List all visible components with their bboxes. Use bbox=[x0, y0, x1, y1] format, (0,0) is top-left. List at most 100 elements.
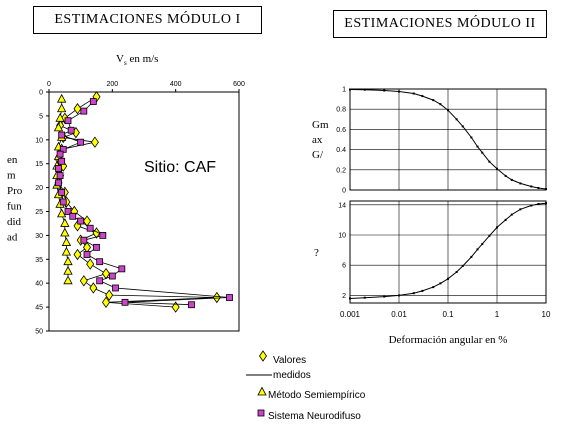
damping-data-point bbox=[504, 218, 507, 221]
vs-data-point bbox=[57, 208, 67, 218]
damping-data-point bbox=[519, 208, 522, 211]
damping-y-tick-label: 6 bbox=[342, 263, 346, 270]
vs-data-point bbox=[80, 236, 88, 244]
damping-data-point bbox=[349, 297, 351, 300]
vs-data-point bbox=[79, 275, 88, 287]
vs-y-axis-label: did bbox=[7, 216, 22, 228]
vs-data-point bbox=[80, 107, 88, 115]
vs-data-point bbox=[57, 93, 67, 103]
damping-data-point bbox=[488, 234, 491, 237]
gmax-data-point bbox=[476, 145, 479, 148]
vs-data-point bbox=[56, 150, 64, 158]
vs-data-point bbox=[59, 198, 67, 206]
gmax-curve bbox=[349, 89, 547, 190]
gmax-y-tick-label: 0.4 bbox=[336, 147, 346, 154]
damping-data-point bbox=[461, 264, 464, 267]
vs-data-point bbox=[60, 227, 70, 237]
legend-label-semiempirico: Método Semiempírico bbox=[268, 390, 366, 401]
legend-marker-neurodifuso bbox=[257, 409, 265, 417]
gmax-y-tick-label: 0 bbox=[342, 188, 346, 195]
vs-y-tick-label: 5 bbox=[39, 113, 43, 120]
damping-data-point bbox=[432, 286, 435, 289]
vs-data-point bbox=[61, 237, 72, 246]
damping-data-point bbox=[383, 295, 386, 298]
gmax-data-point bbox=[545, 187, 547, 190]
gmax-data-point bbox=[363, 88, 366, 91]
vs-data-point bbox=[57, 103, 67, 113]
gmax-y-tick-label: 0.2 bbox=[336, 167, 346, 174]
gmax-data-point bbox=[447, 109, 449, 112]
gmax-data-point bbox=[481, 151, 484, 154]
vs-y-tick-label: 50 bbox=[35, 329, 43, 336]
damping-data-point bbox=[439, 282, 442, 285]
vs-data-point bbox=[67, 126, 75, 134]
vs-y-tick-label: 30 bbox=[35, 233, 43, 240]
gmax-data-point bbox=[488, 160, 491, 163]
damping-x-tick-label: 0.01 bbox=[391, 310, 407, 319]
gmax-data-point bbox=[537, 186, 540, 189]
vs-data-point bbox=[64, 208, 72, 215]
vs-y-tick-label: 35 bbox=[35, 257, 43, 264]
vs-y-tick-label: 15 bbox=[35, 161, 43, 168]
gmax-data-point bbox=[519, 182, 522, 185]
damping-data-point bbox=[510, 213, 513, 216]
damping-data-point bbox=[412, 292, 415, 295]
gmax-data-point bbox=[398, 90, 400, 93]
damping-data-point bbox=[481, 243, 484, 246]
vs-data-point bbox=[58, 188, 66, 196]
gmax-data-point bbox=[412, 92, 415, 95]
vs-data-point bbox=[69, 212, 77, 220]
vs-data-point bbox=[118, 265, 126, 273]
vs-data-point bbox=[61, 246, 72, 256]
gmax-data-point bbox=[432, 99, 435, 102]
damping-data-point bbox=[363, 296, 366, 299]
gmax-data-point bbox=[439, 103, 442, 106]
gmax-y-tick-label: 0.8 bbox=[336, 107, 346, 114]
vs-data-point bbox=[73, 103, 82, 115]
vs-data-point bbox=[73, 248, 82, 261]
vs-y-tick-label: 40 bbox=[35, 281, 43, 288]
vs-y-axis-label: Pro bbox=[7, 185, 23, 197]
vs-y-tick-label: 0 bbox=[39, 90, 43, 97]
damping-y-tick-label: 10 bbox=[338, 233, 346, 240]
vs-site-annotation: Sitio: CAF bbox=[144, 159, 216, 176]
gmax-data-point bbox=[421, 95, 424, 98]
vs-data-point bbox=[86, 224, 94, 232]
vs-y-axis-label: m bbox=[7, 170, 16, 182]
damping-x-tick-label: 10 bbox=[542, 310, 551, 319]
vs-data-point bbox=[188, 301, 195, 309]
damping-data-point bbox=[455, 271, 458, 274]
vs-data-point bbox=[102, 296, 110, 309]
vs-axis-title: Vs en m/s bbox=[116, 53, 158, 67]
legend-marker-semiempirico bbox=[257, 386, 267, 396]
damping-data-point bbox=[530, 204, 533, 207]
legend-label-valores-line1: Valores bbox=[273, 355, 307, 366]
vs-y-axis-label: fun bbox=[7, 201, 22, 213]
gmax-data-point bbox=[510, 178, 513, 181]
vs-data-point bbox=[105, 289, 114, 301]
vs-data-point bbox=[96, 258, 104, 266]
vs-data-point bbox=[112, 284, 119, 292]
vs-data-point bbox=[77, 217, 85, 225]
vs-data-point bbox=[63, 265, 73, 275]
gmax-y-tick-label: 1 bbox=[342, 87, 346, 94]
vs-data-point bbox=[63, 275, 73, 285]
vs-data-point bbox=[108, 272, 116, 280]
damping-data-point bbox=[421, 289, 424, 292]
damping-x-tick-label: 0.1 bbox=[442, 310, 454, 319]
vs-y-tick-label: 10 bbox=[35, 137, 43, 144]
vs-y-tick-label: 20 bbox=[35, 185, 43, 192]
vs-x-tick-label: 400 bbox=[170, 81, 182, 88]
gmax-data-point bbox=[349, 88, 351, 91]
vs-data-point bbox=[90, 136, 99, 148]
gmax-data-point bbox=[383, 89, 386, 92]
vs-x-tick-label: 600 bbox=[233, 81, 245, 88]
gmax-data-point bbox=[496, 167, 498, 170]
damping-x-tick-label: 1 bbox=[495, 310, 500, 319]
vs-data-point bbox=[89, 282, 98, 294]
gmax-data-point bbox=[504, 174, 507, 177]
gmax-data-point bbox=[530, 185, 533, 188]
vs-y-axis-label: ad bbox=[7, 232, 18, 244]
vs-data-point bbox=[53, 122, 64, 132]
